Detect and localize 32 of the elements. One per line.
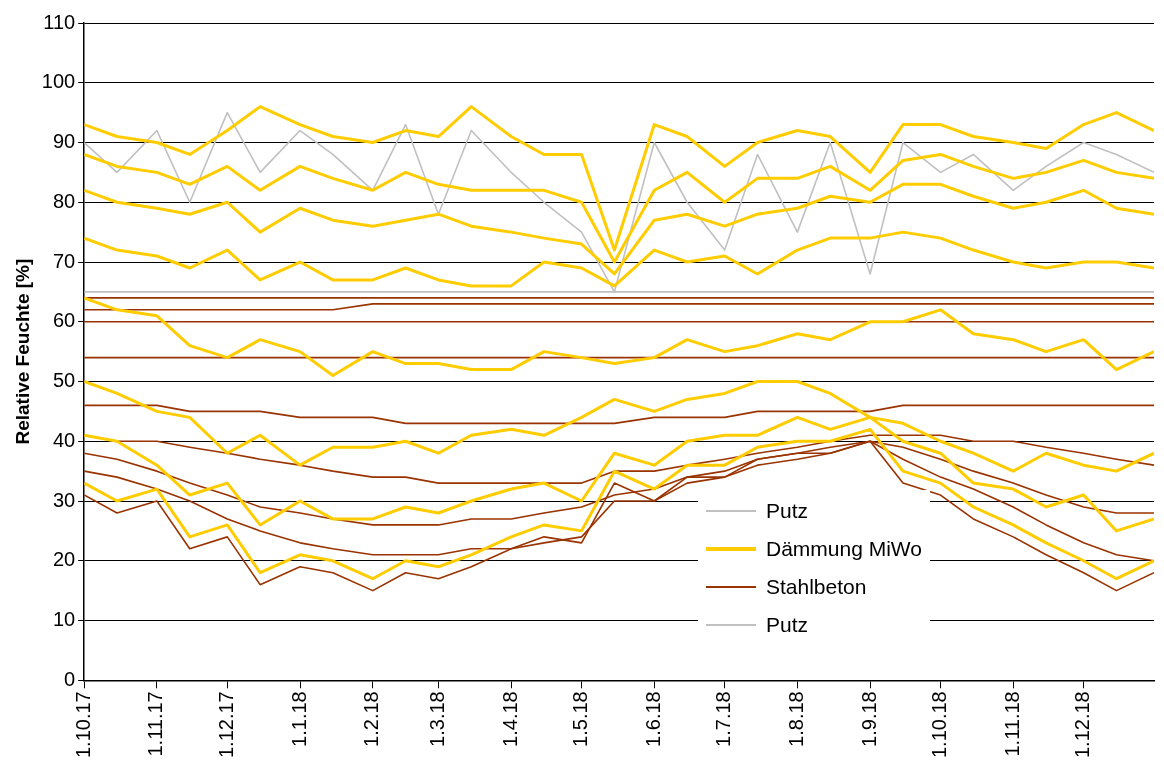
y-tick-label: 20 xyxy=(52,548,76,571)
y-tick-label: 90 xyxy=(52,130,76,153)
x-tick-label: 1.3.18 xyxy=(425,691,448,747)
x-tick-label: 1.8.18 xyxy=(784,691,807,747)
x-tick-label: 1.7.18 xyxy=(712,691,735,747)
x-tick-label: 1.6.18 xyxy=(641,691,664,747)
y-tick-label: 50 xyxy=(52,369,76,392)
x-tick-label: 1.12.18 xyxy=(1071,691,1094,759)
y-tick-label: 110 xyxy=(43,10,76,33)
y-tick-label: 80 xyxy=(52,189,76,212)
y-tick-label: 0 xyxy=(64,667,76,690)
x-tick-label: 1.10.17 xyxy=(71,691,94,759)
y-tick-label: 30 xyxy=(52,488,76,511)
x-tick-label: 1.12.17 xyxy=(214,691,237,759)
x-tick-label: 1.11.17 xyxy=(144,691,167,757)
legend-label: Putz xyxy=(766,613,809,637)
y-tick-label: 60 xyxy=(52,309,76,332)
x-tick-label: 1.11.18 xyxy=(1000,691,1023,757)
y-tick-label: 100 xyxy=(41,70,76,93)
x-tick-label: 1.1.18 xyxy=(287,691,310,747)
x-tick-label: 1.10.18 xyxy=(928,691,951,759)
x-tick-label: 1.2.18 xyxy=(360,691,383,747)
x-tick-label: 1.4.18 xyxy=(498,691,521,747)
legend-label: Dämmung MiWo xyxy=(766,537,922,561)
x-tick-label: 1.5.18 xyxy=(569,691,592,747)
y-tick-label: 70 xyxy=(52,249,76,272)
y-tick-label: 10 xyxy=(52,608,76,631)
y-axis-title: Relative Feuchte [%] xyxy=(11,258,33,445)
legend-label: Putz xyxy=(766,499,809,523)
y-tick-label: 40 xyxy=(52,428,76,451)
x-tick-label: 1.9.18 xyxy=(857,691,880,747)
legend-label: Stahlbeton xyxy=(766,575,867,599)
